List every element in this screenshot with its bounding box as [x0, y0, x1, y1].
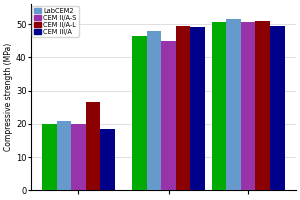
Legend: LabCEM2, CEM II/A-S, CEM II/A-L, CEM III/A: LabCEM2, CEM II/A-S, CEM II/A-L, CEM III…	[32, 6, 79, 37]
Y-axis label: Compressive strength (MPa): Compressive strength (MPa)	[4, 43, 13, 151]
Bar	[86, 102, 100, 190]
Bar	[241, 22, 255, 190]
Bar	[255, 21, 270, 190]
Bar	[161, 41, 176, 190]
Bar	[100, 129, 115, 190]
Bar	[176, 26, 190, 190]
Bar	[226, 19, 241, 190]
Bar	[42, 124, 57, 190]
Bar	[190, 27, 205, 190]
Bar	[147, 31, 161, 190]
Bar	[132, 36, 147, 190]
Bar	[57, 121, 71, 190]
Bar	[212, 22, 226, 190]
Bar	[71, 124, 86, 190]
Bar	[270, 26, 285, 190]
